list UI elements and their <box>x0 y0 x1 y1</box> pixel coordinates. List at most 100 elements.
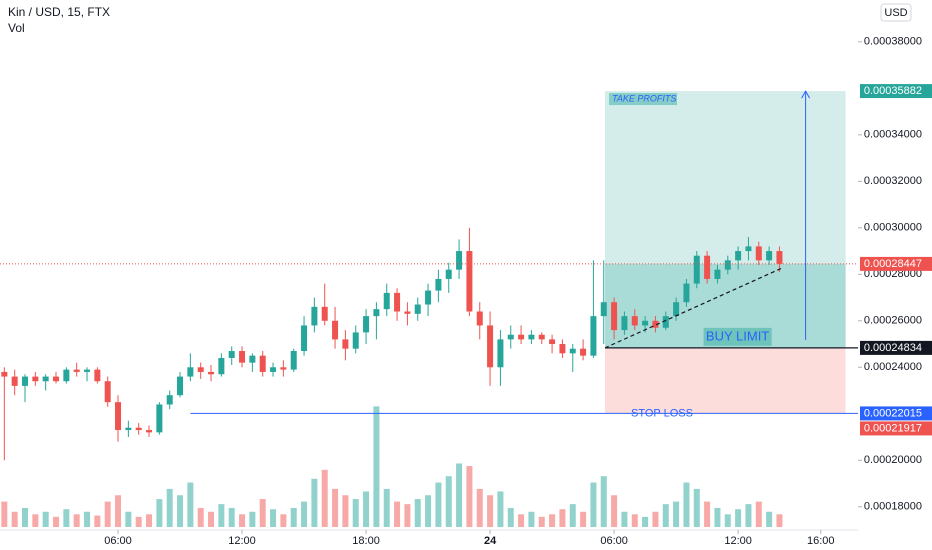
stop-loss-label: STOP LOSS <box>631 407 693 419</box>
volume-bar <box>745 504 752 527</box>
volume-bar <box>456 463 463 527</box>
volume-bar <box>352 499 359 527</box>
candle-body <box>352 332 359 349</box>
volume-bar <box>414 499 421 527</box>
candle-body <box>600 302 607 317</box>
x-tick-label: 12:00 <box>228 535 256 547</box>
currency-button[interactable] <box>880 3 912 22</box>
volume-bar <box>518 514 525 527</box>
volume-bar <box>714 507 721 527</box>
candle-body <box>642 320 649 326</box>
candle-body <box>187 367 194 377</box>
candle-body <box>476 311 483 326</box>
drawings-front: TAKE PROFITS BUY LIMIT STOP LOSS <box>0 90 858 419</box>
candle-body <box>332 320 339 340</box>
volume-bar <box>332 488 339 527</box>
price-tag-bg <box>860 340 932 355</box>
volume-bar <box>166 488 173 527</box>
y-tick-label: 0.00030000 <box>864 222 922 234</box>
candle-body <box>611 302 618 331</box>
take-profit-label: TAKE PROFITS <box>612 93 676 103</box>
take-profit-label-bg <box>609 93 678 106</box>
volume-bar <box>280 514 287 527</box>
y-tick-label: 0.00028000 <box>864 268 922 280</box>
volume-label: Vol <box>8 21 25 35</box>
volume-bar <box>507 507 514 527</box>
volume-bar <box>208 511 215 527</box>
candle-body <box>683 283 690 303</box>
candle-body <box>32 376 39 382</box>
candle-body <box>590 316 597 356</box>
candle-body <box>259 355 266 372</box>
candle-body <box>321 306 328 321</box>
candle-body <box>42 376 49 382</box>
candle-body <box>177 376 184 396</box>
candle-body <box>528 334 535 340</box>
volume-layer <box>1 406 783 527</box>
volume-bar <box>94 515 101 527</box>
volume-bar <box>63 509 70 527</box>
candle-body <box>156 404 163 433</box>
y-tick-label: 0.00020000 <box>864 454 922 466</box>
volume-bar <box>218 504 225 527</box>
volume-bar <box>104 501 111 527</box>
volume-bar <box>580 511 587 527</box>
candle-body <box>197 367 204 372</box>
candle-body <box>507 334 514 340</box>
candle-body <box>580 348 587 356</box>
candle-body <box>776 251 783 264</box>
volume-bar <box>394 501 401 527</box>
volume-bar <box>156 499 163 527</box>
volume-bar <box>383 488 390 527</box>
volume-bar <box>735 509 742 527</box>
candle-body <box>435 278 442 291</box>
candle-body <box>301 325 308 352</box>
volume-bar <box>32 514 39 527</box>
volume-bar <box>673 501 680 527</box>
candle-body <box>549 339 556 345</box>
volume-bar <box>1 501 8 527</box>
candle-body <box>104 381 111 403</box>
volume-bar <box>693 488 700 527</box>
volume-bar <box>662 504 669 527</box>
candle-body <box>745 246 752 252</box>
price-tag-bg <box>860 406 932 421</box>
volume-bar <box>704 501 711 527</box>
candle-body <box>290 351 297 370</box>
volume-bar <box>755 501 762 527</box>
candle-body <box>755 246 762 261</box>
volume-bar <box>239 514 246 527</box>
volume-bar <box>631 514 638 527</box>
candle-body <box>394 292 401 312</box>
candle-body <box>342 339 349 349</box>
volume-bar <box>177 495 184 527</box>
volume-bar <box>53 516 60 527</box>
volume-bar <box>290 507 297 527</box>
volume-bar <box>528 511 535 527</box>
candle-body <box>497 339 504 368</box>
candle-body <box>135 427 142 431</box>
x-tick-label: 18:00 <box>352 535 380 547</box>
volume-bar <box>476 488 483 527</box>
price-tag: 0.00021917 <box>864 422 922 434</box>
candle-body <box>714 269 721 279</box>
volume-bar <box>776 514 783 527</box>
candle-body <box>673 302 680 317</box>
candle-body <box>631 316 638 326</box>
candle-body <box>487 325 494 368</box>
drawings-back <box>605 91 846 414</box>
candle-body <box>228 351 235 358</box>
candle-body <box>280 367 287 370</box>
volume-bar <box>497 491 504 527</box>
volume-bar <box>766 511 773 527</box>
volume-bar <box>321 469 328 527</box>
x-tick-label: 16:00 <box>807 535 835 547</box>
volume-bar <box>549 514 556 527</box>
y-tick-label: 0.00032000 <box>864 175 922 187</box>
candle-body <box>94 369 101 382</box>
x-tick-label: 24 <box>484 535 497 547</box>
volume-bar <box>724 514 731 527</box>
candle-body <box>63 369 70 382</box>
currency-label[interactable]: USD <box>884 7 907 19</box>
